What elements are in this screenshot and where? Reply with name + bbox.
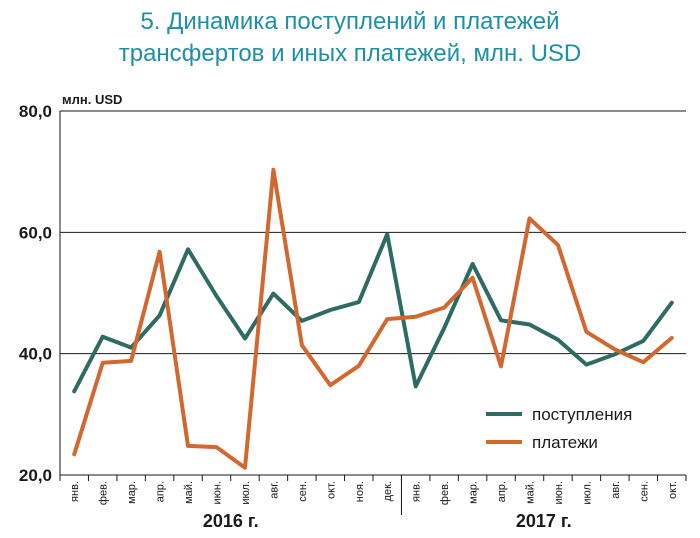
data-point — [528, 323, 531, 327]
data-point — [129, 359, 133, 363]
data-point — [271, 292, 275, 296]
legend-label: платежи — [532, 433, 598, 452]
year-group-label: 2017 г. — [516, 511, 572, 531]
data-point — [186, 444, 190, 448]
data-point — [271, 168, 275, 172]
data-point — [528, 216, 531, 220]
x-tick-label: авг. — [610, 481, 622, 499]
x-tick-label: окт. — [667, 481, 679, 499]
data-point — [584, 330, 588, 334]
chart-title-line-1: 5. Динамика поступлений и платежей — [140, 8, 560, 35]
x-tick-label: авг. — [268, 481, 280, 499]
x-tick-label: дек. — [382, 481, 394, 501]
data-point — [499, 364, 503, 368]
data-point — [328, 308, 332, 312]
data-point — [129, 346, 133, 350]
data-point — [300, 343, 304, 347]
data-point — [613, 347, 617, 351]
data-point — [385, 317, 389, 321]
data-point — [72, 389, 76, 393]
x-tick-label: ноя. — [354, 481, 366, 502]
data-point — [101, 361, 105, 365]
x-tick-label: окт. — [325, 481, 337, 499]
series-line-1 — [72, 232, 674, 394]
data-point — [385, 232, 389, 236]
data-point — [442, 326, 446, 330]
data-point — [670, 301, 674, 305]
data-point — [471, 262, 475, 266]
x-tick-label: апр. — [155, 481, 167, 502]
x-tick-label: мар. — [126, 481, 138, 504]
y-tick-label: 40,0 — [19, 345, 52, 364]
data-point — [641, 360, 645, 364]
chart-title: 5. Динамика поступлений и платежей транс… — [0, 6, 700, 70]
data-point — [414, 315, 418, 319]
x-tick-label: июн. — [212, 481, 224, 505]
x-tick-label: янв. — [69, 481, 81, 502]
x-tick-label: июн. — [553, 481, 565, 505]
x-tick-label: июл. — [240, 481, 252, 505]
data-point — [72, 452, 76, 456]
y-tick-label: 60,0 — [19, 223, 52, 242]
data-point — [442, 306, 446, 310]
data-point — [243, 466, 247, 470]
y-tick-label: 80,0 — [19, 102, 52, 121]
x-tick-label: июл. — [581, 481, 593, 505]
data-point — [101, 335, 105, 339]
data-point — [243, 337, 247, 340]
data-point — [613, 352, 617, 356]
data-point — [158, 250, 162, 254]
data-point — [357, 300, 361, 304]
data-point — [300, 319, 304, 323]
x-tick-label: сен. — [638, 481, 650, 502]
data-point — [499, 318, 503, 322]
data-point — [357, 364, 361, 368]
y-axis-unit-label: млн. USD — [62, 92, 122, 107]
x-tick-label: апр. — [496, 481, 508, 502]
x-tick-label: май. — [183, 481, 195, 504]
data-point — [215, 294, 218, 298]
year-group-label: 2016 г. — [203, 511, 259, 531]
series-line-2 — [72, 167, 674, 470]
chart-title-line-2: трансфертов и иных платежей, млн. USD — [118, 40, 582, 67]
data-point — [215, 445, 218, 449]
data-point — [556, 338, 560, 342]
legend-label: поступления — [532, 405, 632, 424]
data-point — [471, 276, 475, 280]
x-tick-label: фев. — [98, 481, 110, 505]
x-tick-label: сен. — [297, 481, 309, 502]
x-tick-label: фев. — [439, 481, 451, 505]
data-point — [328, 383, 332, 387]
data-point — [556, 243, 560, 247]
x-tick-label: янв. — [411, 481, 423, 502]
data-point — [186, 247, 190, 251]
x-tick-label: май. — [525, 481, 537, 504]
data-point — [414, 384, 418, 388]
data-point — [584, 363, 588, 367]
data-point — [670, 336, 674, 340]
y-tick-label: 20,0 — [19, 466, 52, 485]
data-point — [158, 313, 162, 317]
data-point — [641, 339, 645, 343]
x-tick-label: мар. — [468, 481, 480, 504]
